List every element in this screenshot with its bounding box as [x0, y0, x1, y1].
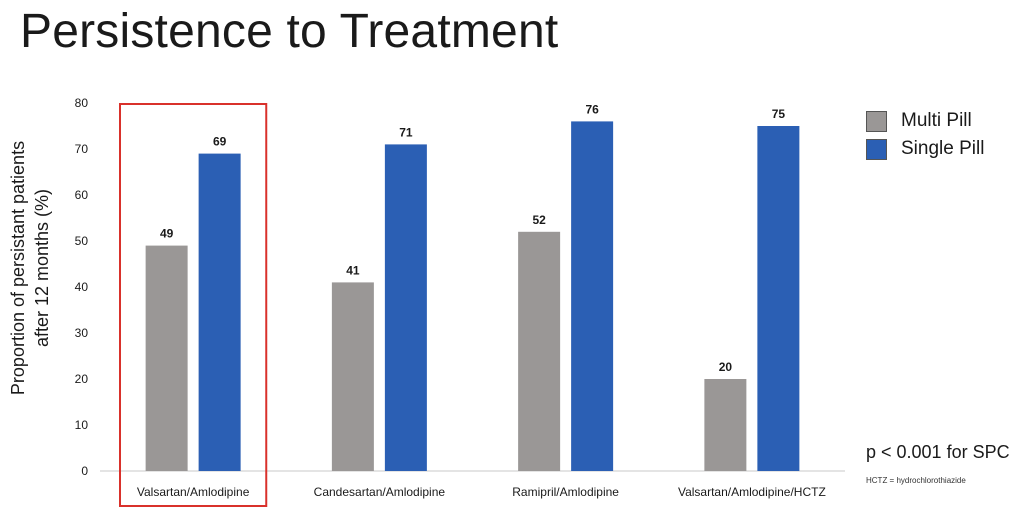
x-tick-label: Ramipril/Amlodipine: [512, 485, 619, 499]
y-axis-title-line: after 12 months (%): [32, 189, 52, 347]
abbreviation-footnote: HCTZ = hydrochlorothiazide: [866, 476, 966, 485]
bar-value-label: 49: [160, 227, 174, 241]
y-tick-label: 0: [81, 464, 88, 478]
x-tick-label: Valsartan/Amlodipine: [137, 485, 250, 499]
bar-multi-pill: [518, 231, 561, 471]
legend-swatch-single-pill: [866, 138, 887, 160]
highlight-box: [119, 103, 268, 507]
y-tick-label: 60: [75, 188, 89, 202]
bar-single-pill: [198, 153, 241, 471]
y-axis-title: Proportion of persistant patients after 1…: [8, 141, 52, 395]
bar-value-label: 75: [772, 107, 786, 121]
legend-item-single-pill: Single Pill: [866, 135, 984, 163]
value-labels: 49 69 41 71 52 76 20 75: [160, 102, 785, 374]
bars: [145, 121, 800, 472]
bar-value-label: 76: [585, 102, 599, 116]
bar-value-label: 52: [532, 213, 546, 227]
y-axis-label: Proportion of persistant patients after 1…: [8, 141, 52, 395]
bar-single-pill: [757, 126, 800, 471]
bar-multi-pill: [704, 379, 747, 471]
y-tick-label: 30: [75, 326, 89, 340]
y-tick-label: 50: [75, 234, 89, 248]
bar-value-label: 20: [719, 360, 733, 374]
legend-item-multi-pill: Multi Pill: [866, 107, 984, 135]
legend: Multi Pill Single Pill: [866, 107, 984, 163]
x-tick-label: Candesartan/Amlodipine: [314, 485, 446, 499]
bar-value-label: 71: [399, 125, 413, 139]
chart-title: Persistence to Treatment: [20, 5, 559, 58]
legend-label-multi-pill: Multi Pill: [901, 110, 972, 131]
legend-label-single-pill: Single Pill: [901, 138, 985, 159]
bar-value-label: 69: [213, 135, 227, 149]
bar-multi-pill: [145, 245, 188, 471]
y-tick-label: 70: [75, 142, 89, 156]
y-tick-label: 40: [75, 280, 89, 294]
y-tick-label: 20: [75, 372, 89, 386]
y-tick-label: 80: [75, 96, 89, 110]
significance-note: p < 0.001 for SPC: [866, 442, 1010, 462]
legend-swatch-multi-pill: [866, 110, 887, 132]
y-axis-title-line: Proportion of persistant patients: [8, 141, 28, 395]
x-axis-ticks: Valsartan/Amlodipine Candesartan/Amlodipi…: [137, 485, 826, 499]
bar-single-pill: [384, 144, 427, 471]
x-tick-label: Valsartan/Amlodipine/HCTZ: [678, 485, 826, 499]
bar-multi-pill: [331, 282, 374, 471]
y-axis-ticks: 0 10 20 30 40 50 60 70 80: [75, 96, 89, 478]
bar-value-label: 41: [346, 263, 360, 277]
bar-single-pill: [571, 121, 614, 472]
y-tick-label: 10: [75, 418, 89, 432]
